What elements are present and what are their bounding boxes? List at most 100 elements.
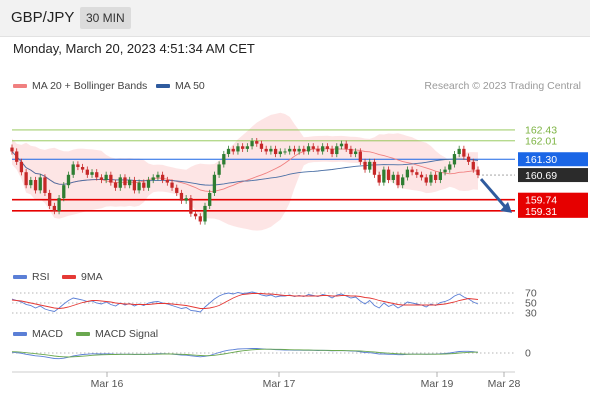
- candle: [226, 148, 231, 155]
- candle: [363, 161, 367, 170]
- candle: [132, 179, 137, 191]
- candle: [288, 148, 292, 152]
- candle: [48, 192, 52, 206]
- candle: [240, 146, 245, 149]
- candle: [80, 167, 85, 170]
- last-close-label: 160.69: [525, 170, 557, 182]
- candle: [118, 177, 122, 188]
- candle: [236, 146, 240, 152]
- bollinger-band: [12, 112, 478, 231]
- candle: [396, 174, 400, 186]
- candle: [283, 151, 287, 153]
- candle: [33, 179, 38, 191]
- chart-datetime: Monday, March 20, 2023 4:51:34 AM CET: [13, 41, 255, 56]
- candle: [222, 154, 226, 165]
- macd-signal-swatch: [76, 332, 90, 337]
- candle: [292, 148, 297, 152]
- macd-swatch: [13, 332, 27, 337]
- time-axis: Mar 16 Mar 17 Mar 19 Mar 28: [12, 371, 520, 390]
- candle: [419, 174, 424, 178]
- candle: [170, 182, 174, 188]
- rsi-level-label: 30: [525, 308, 537, 320]
- candle: [43, 177, 47, 193]
- legend-macd: MACD: [13, 328, 63, 340]
- candle: [424, 177, 428, 183]
- candle: [146, 179, 151, 188]
- time-tick-label: Mar 17: [263, 378, 296, 390]
- candle: [401, 177, 405, 186]
- candle: [405, 169, 410, 178]
- candle: [372, 161, 377, 175]
- candle: [217, 164, 221, 175]
- forecast-arrow-head: [500, 201, 512, 213]
- candle: [353, 151, 358, 155]
- candle: [57, 198, 61, 212]
- rsi-line: [11, 291, 479, 313]
- resistance-label: 162.43: [525, 124, 557, 136]
- candle: [99, 177, 104, 180]
- candle: [377, 174, 381, 183]
- candle: [330, 148, 334, 155]
- candle: [137, 182, 141, 191]
- candle: [165, 179, 169, 183]
- header-bar: GBP/JPY 30 MIN: [0, 0, 590, 37]
- candle: [10, 147, 14, 152]
- time-tick-label: Mar 19: [421, 378, 454, 390]
- candle: [85, 169, 89, 175]
- candle: [302, 148, 306, 152]
- legend-rsi-ma-label: 9MA: [81, 271, 103, 283]
- candle: [316, 148, 320, 152]
- rsi-level-label: 70: [525, 288, 537, 300]
- support-tag: [518, 192, 588, 207]
- candle: [245, 146, 250, 149]
- legend-ma50: MA 50: [156, 80, 205, 92]
- candle: [368, 161, 372, 170]
- candle: [443, 169, 447, 173]
- source-label: Research © 2023 Trading Central: [424, 80, 581, 92]
- candle: [438, 172, 442, 180]
- timeframe-button[interactable]: 30 MIN: [80, 7, 131, 29]
- candle: [142, 182, 146, 188]
- legend-rsi: RSI: [13, 271, 50, 283]
- candle: [231, 148, 235, 152]
- candle: [255, 141, 259, 144]
- candle: [382, 169, 386, 183]
- rsi-ma-swatch: [62, 275, 76, 280]
- candle: [71, 164, 75, 175]
- support-label: 159.74: [525, 195, 557, 207]
- macd-level-label: 0: [525, 348, 531, 360]
- macd-panel: 0: [11, 348, 531, 360]
- candle: [76, 164, 80, 168]
- candle: [391, 174, 395, 180]
- legend-rsi-ma: 9MA: [62, 271, 103, 283]
- resistance-label: 162.01: [525, 135, 557, 147]
- candle: [189, 198, 193, 214]
- candle: [123, 177, 127, 186]
- candle: [457, 148, 461, 155]
- candle: [415, 172, 419, 175]
- candle: [339, 143, 344, 147]
- candle: [208, 192, 212, 206]
- current-price-label: 161.30: [525, 154, 557, 166]
- candle: [466, 156, 471, 162]
- candle: [349, 148, 353, 155]
- candle: [273, 148, 278, 155]
- candle: [109, 174, 113, 183]
- candle: [476, 169, 480, 176]
- candle: [212, 174, 217, 193]
- candle: [184, 198, 188, 201]
- last-close-tag: [518, 168, 588, 183]
- candle: [29, 179, 33, 186]
- candle: [462, 148, 466, 157]
- candle: [19, 161, 24, 173]
- candle: [452, 154, 457, 165]
- legend-ma20-label: MA 20 + Bollinger Bands: [32, 80, 148, 92]
- candle: [448, 164, 452, 170]
- ma20-swatch: [13, 84, 27, 89]
- candle: [321, 146, 325, 152]
- candle: [62, 185, 66, 199]
- candle: [311, 146, 315, 149]
- candle: [297, 148, 301, 152]
